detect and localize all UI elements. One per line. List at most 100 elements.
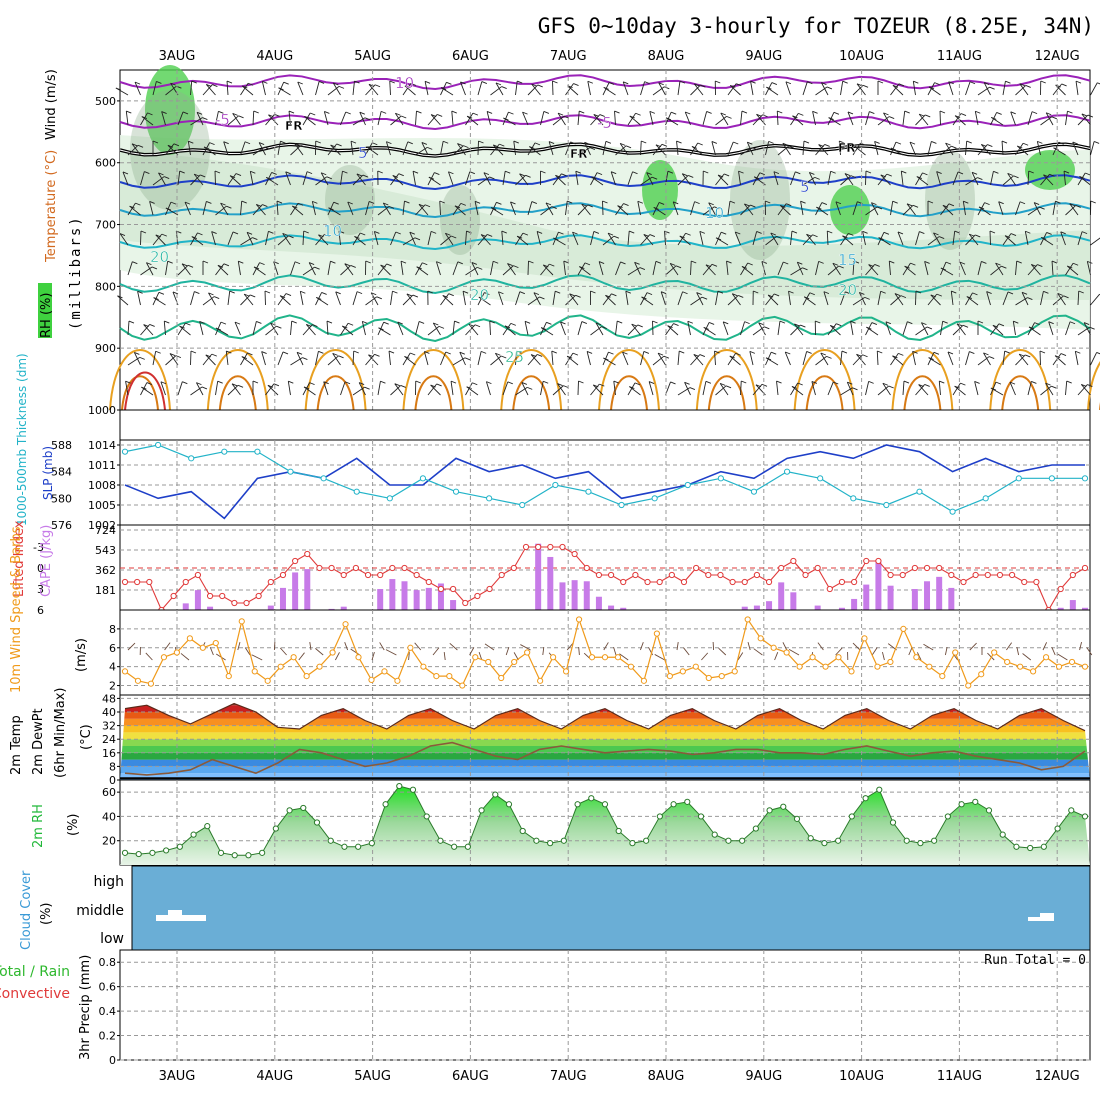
wind-barb	[590, 231, 595, 246]
wind-barb-flag	[607, 232, 614, 236]
wind-barb	[202, 353, 213, 366]
wind-barb	[856, 83, 866, 96]
wind-barb-flag	[527, 386, 533, 390]
wind-barb-flag	[904, 265, 910, 269]
wind-barb	[803, 296, 816, 306]
wind-barb	[421, 142, 429, 156]
lifted-index-line-point	[510, 564, 517, 572]
wind-barb-flag	[1034, 322, 1040, 326]
wind-barb-flag	[261, 351, 267, 354]
wind-barb	[1024, 231, 1029, 246]
wind-barb	[347, 201, 354, 216]
wind-barb	[459, 352, 466, 366]
wind-barb	[1090, 293, 1100, 306]
wind-barb-flag	[998, 201, 1004, 205]
wind-barb-flag	[750, 204, 756, 208]
lifted-index-line-point	[936, 564, 943, 572]
wind10m-line-point	[186, 635, 193, 642]
wind-barb	[577, 321, 583, 336]
wind-barb	[566, 355, 579, 366]
wind-barb	[883, 112, 891, 126]
wind-barb	[598, 261, 604, 276]
cape-bar	[450, 600, 457, 610]
wind-barb-flag	[191, 236, 197, 239]
wind-barb	[767, 294, 779, 306]
wind-barb-flag	[603, 357, 609, 361]
wind-barb-flag	[533, 292, 540, 296]
wind-barb-flag	[866, 326, 872, 330]
rh2m-line-point	[601, 801, 609, 808]
contour-label: 20	[150, 248, 169, 266]
wind-barb-flag	[942, 320, 948, 324]
y-tick-label: 2	[109, 680, 116, 693]
wind-barb-flag	[962, 324, 969, 328]
wind-barb-flag	[945, 261, 952, 265]
wind-barb-10m	[350, 648, 361, 656]
wind-barb-10m	[484, 643, 495, 651]
wind-barb	[916, 176, 929, 186]
wind-barb	[983, 352, 991, 366]
wind-barb	[163, 321, 166, 336]
slp-series	[121, 441, 1089, 520]
thickness-tick-label: 588	[51, 439, 72, 452]
wind-barb-flag	[377, 170, 383, 174]
cape-bar	[328, 608, 335, 610]
wind-barb	[516, 235, 529, 246]
wind-barb	[552, 173, 562, 186]
wind-barb-flag	[247, 352, 253, 356]
wind-barb	[365, 201, 370, 216]
wind-barb-flag	[451, 235, 457, 239]
wind10m-line-point	[679, 668, 686, 675]
wind-barb-flag	[146, 382, 153, 385]
wind-barb-flag	[951, 290, 957, 294]
lifted-index-line-point	[887, 571, 894, 579]
wind-barb-flag	[989, 230, 996, 234]
wind-barb-flag	[448, 293, 454, 297]
wind-barb-flag	[256, 320, 262, 324]
y-tick-label: 16	[102, 747, 116, 760]
wind-barb	[412, 171, 416, 186]
wind-barb	[533, 292, 541, 306]
wind-barb	[968, 233, 979, 246]
rh2m-line-point	[231, 852, 238, 859]
wind-barb	[847, 111, 854, 126]
wind-barb-flag	[783, 261, 789, 265]
rh2m-line-point	[327, 837, 334, 844]
wind-barb-flag	[238, 115, 244, 119]
wind-barb	[540, 263, 550, 276]
wind-barb-flag	[439, 200, 445, 204]
lifted-index-line-point	[875, 557, 882, 565]
wind-barb-flag	[1010, 111, 1016, 115]
cape-bar	[194, 590, 201, 610]
wind-barb	[1015, 85, 1027, 96]
wind-barb	[440, 235, 452, 246]
wind-barb	[677, 233, 687, 246]
wind-barb	[540, 206, 552, 216]
wind-barb-flag	[324, 111, 330, 114]
wind-barb-flag	[276, 325, 282, 329]
wind-barb	[629, 115, 641, 126]
wind-barb	[978, 206, 991, 216]
wind-barb	[311, 201, 316, 216]
wind-barb-flag	[811, 381, 818, 384]
wind-barb	[540, 111, 545, 126]
wind-barb-flag	[927, 200, 934, 204]
wind-barb	[127, 144, 139, 156]
bottom-date-label: 5AUG	[354, 1069, 391, 1084]
wind-barb-flag	[347, 201, 353, 205]
wind10m-line-point	[446, 673, 453, 680]
bottom-date-label: 10AUG	[839, 1069, 884, 1084]
rh2m-line-point	[958, 801, 965, 808]
wind-barb-flag	[807, 81, 813, 85]
wind-barb-flag	[682, 173, 688, 177]
wind-barb	[652, 261, 657, 276]
y-tick-label: 40	[102, 810, 116, 823]
wind-barb	[129, 205, 141, 216]
y-tick-label: 1011	[88, 459, 116, 472]
wind-barb	[133, 352, 141, 366]
top-date-label: 3AUG	[159, 49, 196, 64]
cloud-cover-label: Cloud Cover	[19, 870, 34, 950]
lifted-index-line-point	[498, 571, 505, 579]
wind-barb-flag	[137, 144, 144, 148]
rh2m-line-point	[1013, 843, 1020, 850]
